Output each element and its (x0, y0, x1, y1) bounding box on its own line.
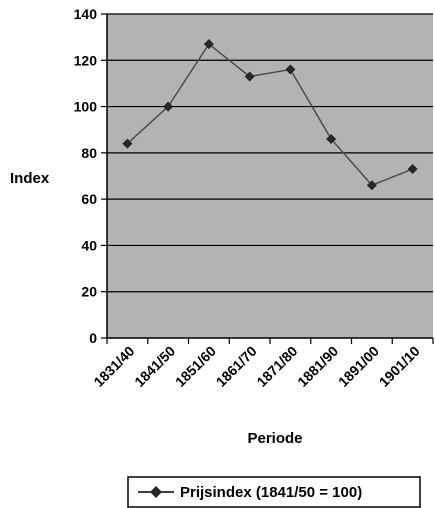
y-tick-labels: 0 20 40 60 80 100 120 140 (74, 6, 98, 346)
x-axis-title: Periode (247, 430, 302, 447)
data-point (122, 138, 133, 149)
x-tick-label: 1881/90 (294, 343, 341, 390)
y-axis-title: Index (10, 170, 50, 187)
x-tick-label: 1851/60 (172, 343, 219, 390)
series-layer (122, 39, 418, 191)
data-point (366, 180, 377, 191)
x-tick-labels: 1831/401841/501851/601861/701871/801881/… (90, 343, 422, 390)
x-tick-label: 1841/50 (131, 343, 178, 390)
x-tick-label: 1831/40 (90, 343, 137, 390)
legend-diamond-icon (150, 486, 162, 498)
data-point (285, 64, 296, 75)
data-point (244, 71, 255, 82)
data-point (407, 164, 418, 175)
data-point (163, 101, 174, 112)
x-tick-label: 1901/10 (376, 343, 423, 390)
plot-area (107, 14, 433, 338)
x-tick-label: 1891/00 (335, 343, 382, 390)
legend-label: Prijsindex (1841/50 = 100) (180, 484, 362, 501)
y-tick-label: 140 (74, 6, 98, 22)
y-tick-label: 120 (74, 52, 98, 68)
y-tick-label: 80 (81, 145, 97, 161)
legend: Prijsindex (1841/50 = 100) (127, 476, 421, 508)
data-point (326, 133, 337, 144)
x-tick-label: 1871/80 (253, 343, 300, 390)
y-tick-label: 0 (89, 330, 97, 346)
y-tick-label: 60 (81, 191, 97, 207)
axes (101, 13, 434, 344)
legend-box (127, 476, 421, 508)
y-tick-label: 20 (81, 284, 97, 300)
gridlines (107, 13, 433, 293)
series-line (126, 42, 413, 187)
y-tick-label: 100 (74, 99, 98, 115)
data-point (203, 39, 214, 50)
y-tick-label: 40 (81, 237, 97, 253)
x-tick-label: 1861/70 (213, 343, 260, 390)
